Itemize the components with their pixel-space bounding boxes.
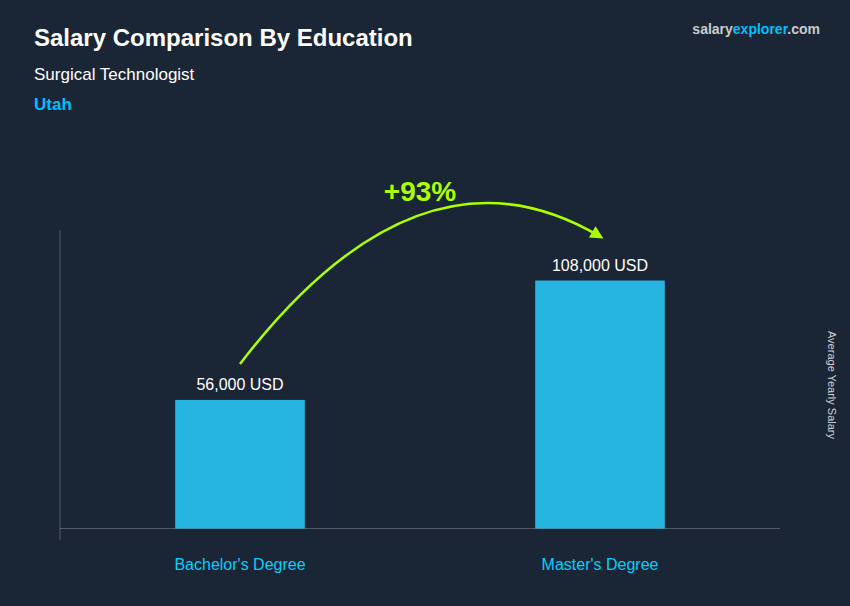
watermark-part: salary — [692, 21, 733, 37]
change-arrow — [240, 203, 600, 364]
category-label: Master's Degree — [542, 556, 659, 573]
baseline — [60, 528, 780, 529]
chart: Salary Comparison By Education Surgical T… — [0, 0, 850, 606]
subtitle: Surgical Technologist — [34, 65, 195, 84]
bar — [175, 400, 305, 529]
location: Utah — [34, 95, 72, 114]
change-arrow-group — [240, 203, 603, 364]
background — [0, 0, 850, 606]
bar — [535, 281, 665, 529]
title: Salary Comparison By Education — [34, 24, 413, 51]
pct-change: +93% — [384, 176, 456, 207]
data-label: 108,000 USD — [552, 257, 648, 274]
watermark-part: .com — [787, 21, 820, 37]
y-axis-line — [60, 230, 61, 540]
y-axis-label: Average Yearly Salary — [826, 331, 838, 440]
bars — [175, 281, 665, 529]
data-label: 56,000 USD — [196, 376, 283, 393]
watermark: salaryexplorer.com — [692, 21, 820, 37]
arrow-head — [589, 226, 603, 238]
category-label: Bachelor's Degree — [174, 556, 305, 573]
watermark-part: explorer — [733, 21, 789, 37]
